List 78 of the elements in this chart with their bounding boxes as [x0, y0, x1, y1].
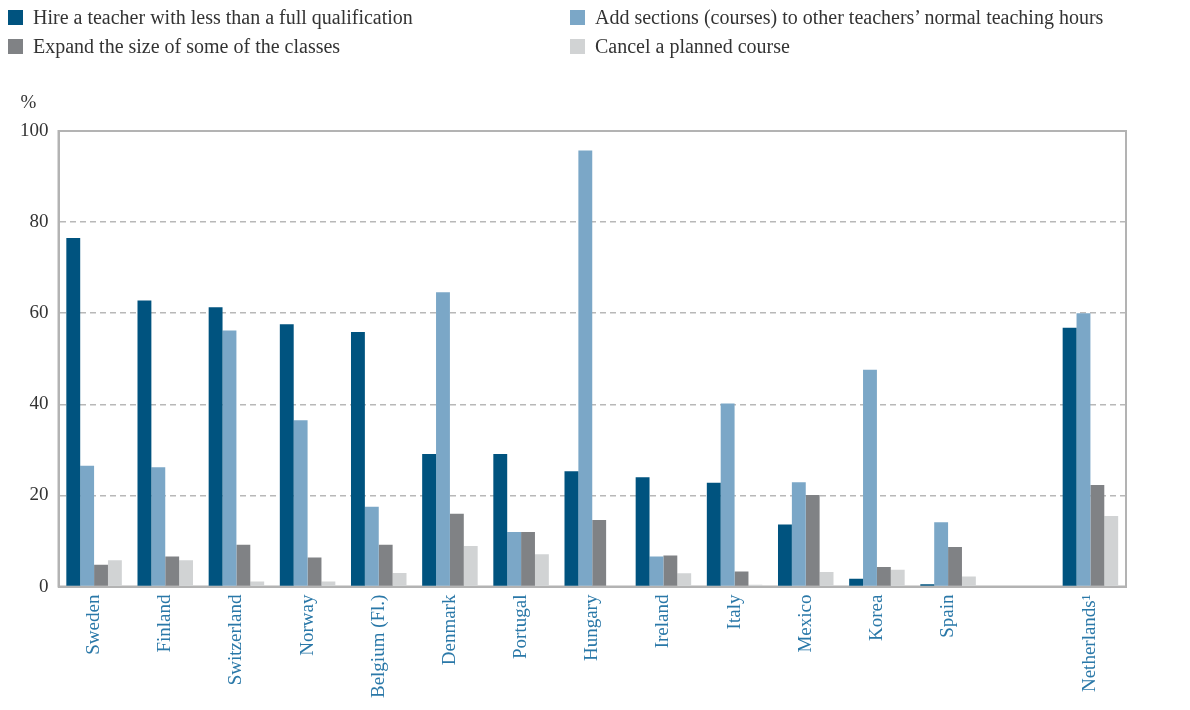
bar [449, 513, 464, 586]
bar [1104, 515, 1119, 586]
x-tick-label: Switzerland [224, 594, 246, 686]
y-tick-label: 0 [39, 574, 49, 596]
bar [279, 324, 294, 586]
bar [392, 572, 407, 586]
bar [720, 403, 735, 586]
y-tick-label: 100 [20, 118, 49, 140]
x-tick-label: Netherlands¹ [1078, 594, 1100, 693]
bar [677, 573, 692, 586]
bar [819, 571, 834, 586]
x-tick-label: Korea [864, 594, 886, 641]
bar [507, 531, 522, 586]
bar [364, 506, 379, 586]
bar [80, 465, 95, 586]
bar [849, 578, 864, 586]
legend-label: Cancel a planned course [595, 35, 790, 58]
x-tick-label: Ireland [651, 594, 673, 649]
bar [436, 292, 450, 586]
x-tick-label: Belgium (Fl.) [366, 594, 389, 699]
bar [805, 494, 820, 586]
y-tick-label: 60 [29, 301, 49, 323]
x-tick-label: Norway [295, 594, 317, 656]
bar [734, 571, 749, 586]
bar [534, 554, 549, 586]
bar [321, 581, 336, 586]
bar [250, 581, 265, 586]
y-tick-label: 20 [29, 483, 49, 505]
bar [1076, 313, 1091, 586]
bar [521, 531, 535, 586]
bar [151, 467, 166, 586]
x-tick-label: Portugal [509, 594, 531, 659]
bar [208, 307, 223, 586]
x-tick-label: Italy [722, 594, 744, 630]
y-axis-title: % [20, 91, 37, 113]
x-tick-label: Hungary [580, 594, 602, 662]
bar [778, 524, 792, 586]
bar [165, 556, 180, 586]
bar [564, 471, 579, 586]
bar [236, 544, 251, 586]
bar [351, 331, 365, 586]
bar [663, 555, 678, 586]
legend-label: Add sections (courses) to other teachers’ normal teaching hours [595, 6, 1104, 29]
bar [706, 482, 721, 586]
bar [422, 453, 437, 586]
bar [137, 300, 152, 586]
bar [961, 576, 976, 586]
bar [1090, 484, 1105, 586]
x-tick-label: Sweden [82, 594, 104, 655]
bar [1062, 327, 1077, 586]
bar [863, 369, 877, 586]
x-tick-label: Finland [153, 594, 175, 653]
bar [293, 420, 308, 586]
bar [94, 564, 108, 586]
bar [378, 544, 393, 586]
bar [635, 477, 650, 586]
bar [493, 453, 508, 586]
bar [222, 330, 237, 586]
x-tick-label: Mexico [793, 594, 815, 653]
bar [791, 482, 806, 586]
bar [463, 546, 478, 586]
bar [107, 560, 122, 586]
legend-label: Expand the size of some of the classes [33, 35, 341, 58]
bar [592, 520, 607, 586]
bar [876, 566, 891, 586]
legend-label: Hire a teacher with less than a full qualification [33, 6, 413, 29]
y-tick-label: 80 [29, 210, 49, 232]
y-tick-label: 40 [29, 392, 49, 414]
bar [307, 557, 322, 586]
x-tick-label: Spain [936, 594, 958, 638]
x-tick-label: Denmark [437, 594, 459, 666]
bar [948, 546, 962, 586]
bar [890, 569, 905, 586]
bar [578, 150, 593, 586]
bar [179, 560, 194, 586]
bar [66, 238, 81, 586]
bar [934, 522, 949, 586]
bar [649, 556, 664, 586]
